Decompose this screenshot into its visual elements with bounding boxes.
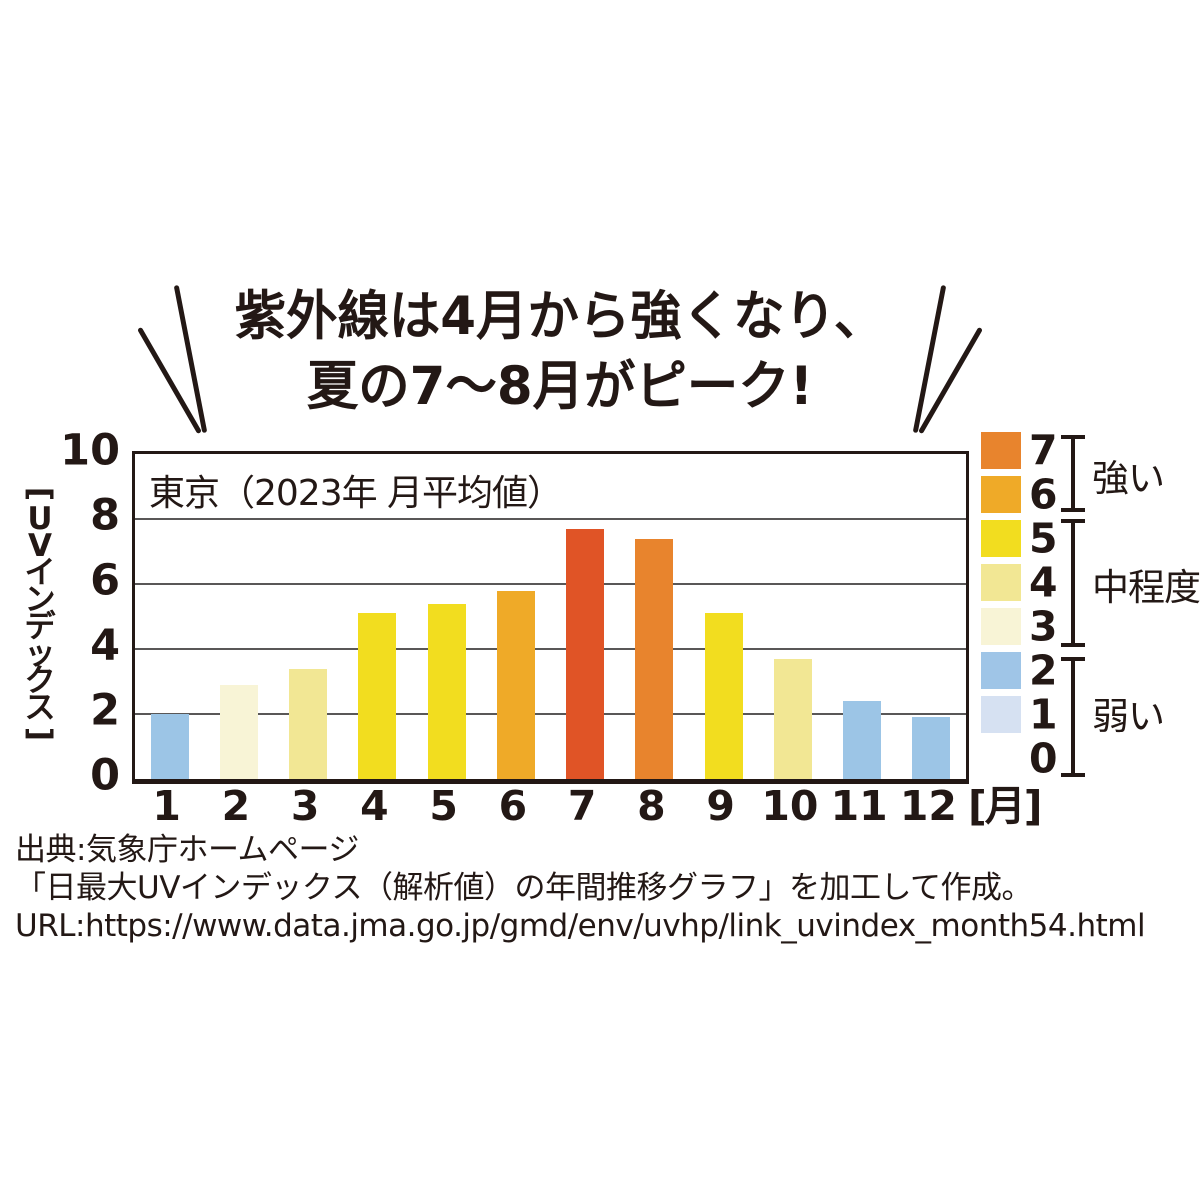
x-tick-6: 6 <box>498 782 528 830</box>
source-url: URL:https://www.data.jma.go.jp/gmd/env/u… <box>15 908 1146 944</box>
bar-month-8 <box>635 538 674 779</box>
bar-month-10 <box>773 658 812 779</box>
legend-row-1: 1 <box>981 690 1091 738</box>
legend-swatch-2 <box>981 652 1021 689</box>
x-tick-8: 8 <box>637 782 666 830</box>
bar-month-11 <box>843 701 882 779</box>
legend-swatch-1 <box>981 696 1021 733</box>
title-line-2: 夏の7〜8月がピーク! <box>306 356 814 417</box>
legend-group-label-weak: 弱い <box>1092 695 1165 738</box>
legend-level-1: 1 <box>1029 690 1058 738</box>
legend-row-4: 4 <box>981 558 1091 606</box>
legend-level-6: 6 <box>1029 470 1058 518</box>
legend-group-bracket-weak <box>1061 657 1085 777</box>
y-axis-label: [U V インデックス] <box>21 486 58 742</box>
legend-level-3: 3 <box>1029 602 1058 650</box>
x-tick-3: 3 <box>290 782 320 830</box>
y-tick-0: 0 <box>90 750 120 801</box>
bar-month-7 <box>566 528 605 779</box>
gridline-8 <box>135 518 966 520</box>
legend-level-7: 7 <box>1029 426 1058 474</box>
x-tick-7: 7 <box>567 782 597 830</box>
legend-level-5: 5 <box>1029 514 1058 562</box>
bar-month-5 <box>427 603 466 779</box>
x-tick-1: 1 <box>152 782 181 830</box>
legend-swatch-7 <box>981 432 1021 469</box>
legend-swatch-6 <box>981 476 1021 513</box>
x-axis-ticks: 1 2 3 4 5 6 7 8 9 10 11 12 <box>132 786 963 836</box>
gridline-4 <box>135 648 966 650</box>
y-tick-10: 10 <box>60 425 120 476</box>
bar-month-9 <box>704 613 743 779</box>
bar-month-2 <box>219 684 258 779</box>
x-tick-10: 10 <box>761 782 819 830</box>
legend-level-2: 2 <box>1029 646 1058 694</box>
title-line-1: 紫外線は4月から強くなり、 <box>234 286 886 347</box>
bar-month-6 <box>496 590 535 779</box>
y-tick-6: 6 <box>90 555 120 606</box>
y-tick-8: 8 <box>90 490 120 541</box>
x-axis-unit-label: [月] <box>968 782 1042 830</box>
legend-row-3: 3 <box>981 602 1091 650</box>
source-line-1: 出典:気象庁ホームページ <box>15 832 359 868</box>
gridline-2 <box>135 713 966 715</box>
x-tick-9: 9 <box>706 782 735 830</box>
source-line-2: 「日最大UVインデックス（解析値）の年間推移グラフ」を加工して作成。 <box>15 870 1033 906</box>
plot-area: 東京（2023年 月平均値） <box>132 451 969 784</box>
bar-month-1 <box>150 714 189 779</box>
x-tick-12: 12 <box>899 782 957 830</box>
legend-row-7: 7 <box>981 426 1091 474</box>
x-tick-4: 4 <box>360 782 389 830</box>
legend-level-0: 0 <box>1029 734 1058 782</box>
legend-row-6: 6 <box>981 470 1091 518</box>
legend-row-5: 5 <box>981 514 1091 562</box>
legend-row-0: 0 <box>981 734 1091 782</box>
y-axis-ticks: 10 8 6 4 2 0 <box>40 429 120 797</box>
legend-group-label-moderate: 中程度 <box>1092 566 1200 609</box>
gridline-6 <box>135 583 966 585</box>
legend-group-label-strong: 強い <box>1092 457 1165 500</box>
legend-group-bracket-strong <box>1061 435 1085 512</box>
legend-level-4: 4 <box>1029 558 1058 606</box>
legend-swatch-3 <box>981 608 1021 645</box>
x-tick-5: 5 <box>429 782 458 830</box>
y-tick-2: 2 <box>90 685 120 736</box>
y-tick-4: 4 <box>90 620 120 671</box>
chart-inner-title: 東京（2023年 月平均値） <box>149 473 563 514</box>
bar-month-3 <box>289 668 328 779</box>
bar-month-4 <box>358 613 397 779</box>
bar-month-12 <box>912 717 951 779</box>
legend-group-bracket-moderate <box>1061 519 1085 647</box>
legend-row-2: 2 <box>981 646 1091 694</box>
x-tick-2: 2 <box>221 782 251 830</box>
legend-swatch-5 <box>981 520 1021 557</box>
legend-swatch-4 <box>981 564 1021 601</box>
x-tick-11: 11 <box>830 782 888 830</box>
